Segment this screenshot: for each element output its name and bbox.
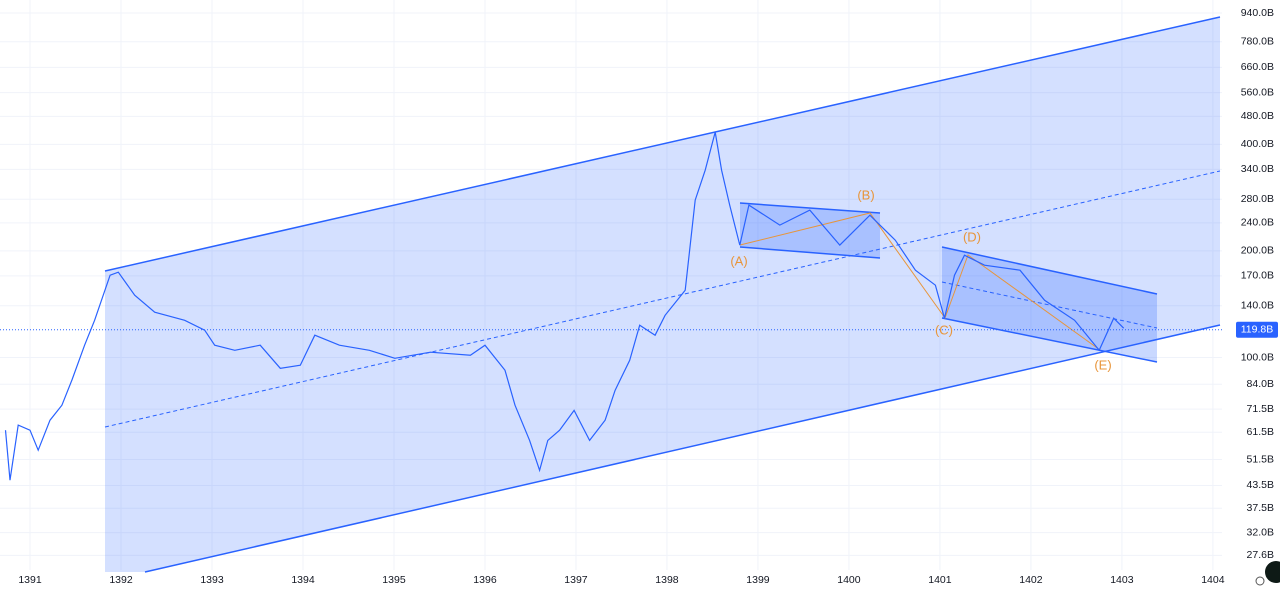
y-tick-label: 32.0B [1247, 526, 1274, 538]
x-tick-label: 1396 [473, 574, 497, 586]
last-price-tag [1236, 321, 1278, 338]
channel-upper [104, 16, 1221, 272]
channel-lower [941, 317, 1158, 363]
y-tick-label: 43.5B [1247, 479, 1274, 491]
y-tick-label: 27.6B [1247, 549, 1274, 561]
x-tick-label: 1402 [1019, 574, 1043, 586]
y-tick-label: 140.0B [1241, 300, 1274, 312]
y-tick-label: 100.0B [1241, 351, 1274, 363]
wave-label: (B) [857, 187, 874, 202]
channel-mid [104, 170, 1221, 428]
channel-fill [942, 247, 1157, 362]
y-tick-label: 480.0B [1241, 110, 1274, 122]
x-tick-label: 1393 [200, 574, 224, 586]
wave-label: (E) [1094, 357, 1111, 372]
x-tick-label: 1399 [746, 574, 770, 586]
y-tick-label: 84.0B [1247, 378, 1274, 390]
y-tick-label: 780.0B [1241, 35, 1274, 47]
x-tick-label: 1395 [382, 574, 406, 586]
x-tick-label: 1401 [928, 574, 952, 586]
channel-upper [941, 246, 1158, 295]
y-tick-label: 280.0B [1241, 193, 1274, 205]
y-tick-label: 61.5B [1247, 426, 1274, 438]
y-tick-label: 200.0B [1241, 245, 1274, 257]
price-line [4, 131, 1125, 481]
y-tick-label: 170.0B [1241, 270, 1274, 282]
channel-fill [740, 203, 880, 258]
y-tick-label: 940.0B [1241, 7, 1274, 19]
wave-label: (D) [963, 229, 981, 244]
x-tick-label: 1400 [837, 574, 861, 586]
y-tick-label: 340.0B [1241, 163, 1274, 175]
y-tick-label: 37.5B [1247, 502, 1274, 514]
x-tick-label: 1394 [291, 574, 315, 586]
y-tick-label: 660.0B [1241, 61, 1274, 73]
y-tick-label: 240.0B [1241, 217, 1274, 229]
y-tick-label: 560.0B [1241, 86, 1274, 98]
x-tick-label: 1398 [655, 574, 679, 586]
channel-lower [144, 324, 1221, 573]
x-tick-label: 1391 [18, 574, 42, 586]
channel-lower [739, 246, 881, 259]
x-tick-label: 1403 [1110, 574, 1134, 586]
badge[interactable] [1265, 561, 1280, 583]
last-price-label: 119.8B [1241, 323, 1274, 335]
y-tick-label: 400.0B [1241, 138, 1274, 150]
y-tick-label: 51.5B [1247, 453, 1274, 465]
x-tick-label: 1392 [109, 574, 133, 586]
channel-fill [105, 17, 1220, 572]
x-tick-label: 1397 [564, 574, 588, 586]
price-axis [1222, 0, 1280, 589]
y-tick-label: 71.5B [1247, 403, 1274, 415]
wave-label: (A) [730, 253, 747, 268]
channel-mid [941, 281, 1158, 329]
wave-label: (C) [935, 322, 953, 337]
drawings [104, 16, 1221, 573]
channel-upper [739, 202, 881, 214]
x-tick-label: 1404 [1201, 574, 1225, 586]
settings-icon[interactable] [1255, 576, 1265, 586]
grid [0, 0, 1222, 570]
